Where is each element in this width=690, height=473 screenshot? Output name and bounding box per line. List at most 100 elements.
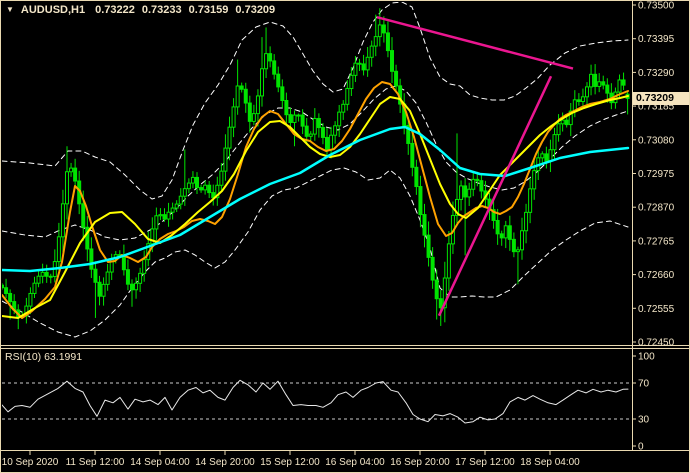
candle	[418, 175, 423, 228]
candle	[511, 232, 516, 258]
candle	[142, 250, 147, 282]
candle	[552, 127, 557, 160]
candle	[243, 82, 248, 113]
candle	[195, 172, 199, 194]
price-axis-label: 0.72450	[638, 338, 675, 349]
candle	[576, 93, 581, 106]
price-axis-label: 0.73290	[638, 68, 675, 79]
candle	[499, 230, 504, 246]
time-axis-label: 14 Sep 04:00	[130, 457, 190, 468]
candle	[430, 247, 435, 289]
rsi-axis[interactable]: 100 70 30 0	[632, 352, 655, 453]
time-axis-label: 18 Sep 04:00	[520, 457, 580, 468]
candles-layer	[2, 8, 630, 330]
candle	[442, 261, 447, 323]
candle	[341, 100, 346, 120]
candle	[361, 54, 366, 76]
candle	[621, 72, 626, 90]
candle	[227, 116, 232, 161]
rsi-axis-label: 30	[638, 415, 650, 426]
candle	[308, 131, 313, 142]
trendlines-layer[interactable]	[376, 15, 574, 317]
candle	[36, 269, 41, 288]
candle	[199, 184, 204, 193]
candle	[130, 279, 134, 307]
price-axis-label: 0.72765	[638, 236, 675, 247]
candle	[333, 121, 338, 144]
candle	[316, 113, 321, 138]
candle	[353, 55, 358, 82]
candle	[296, 113, 301, 122]
candle	[73, 158, 78, 187]
candle	[300, 109, 305, 135]
candle	[593, 64, 598, 95]
candle	[589, 64, 594, 96]
ohlc-high-value: 0.73233	[141, 4, 182, 16]
candle	[211, 184, 216, 206]
candle	[568, 102, 573, 137]
candle	[93, 261, 98, 318]
candle	[251, 104, 256, 126]
candle	[601, 75, 606, 90]
ma-mid-yellow	[2, 95, 629, 319]
candle	[292, 110, 297, 147]
candle	[247, 95, 252, 133]
candle	[272, 54, 277, 80]
candle	[174, 200, 179, 213]
candle	[394, 64, 399, 93]
bollinger-upper	[2, 2, 629, 200]
candle	[422, 203, 427, 248]
price-axis[interactable]: 0.73500 0.73395 0.73290 0.73185 0.73080 0.729…	[632, 1, 675, 349]
candle	[556, 114, 561, 142]
candle	[182, 149, 187, 206]
candle	[426, 221, 431, 267]
candle	[434, 269, 439, 320]
time-axis-label: 17 Sep 12:00	[455, 457, 515, 468]
bollinger-middle	[2, 85, 629, 241]
candle	[410, 129, 415, 177]
descending-trendline[interactable]	[376, 15, 574, 70]
price-axis-label: 0.72660	[638, 270, 675, 281]
candle	[515, 246, 520, 285]
candle	[219, 163, 224, 192]
candle	[625, 90, 630, 115]
candle	[170, 202, 175, 220]
candle	[345, 80, 350, 111]
candle	[369, 40, 374, 67]
symbol-dropdown-icon[interactable]: ▼	[6, 4, 14, 14]
candle	[178, 188, 183, 210]
ohlc-close-value: 0.73209	[235, 4, 276, 16]
candle	[580, 88, 585, 107]
time-axis-label: 14 Sep 20:00	[195, 457, 255, 468]
candle	[467, 182, 472, 206]
candle	[235, 59, 240, 115]
candle	[264, 27, 269, 79]
ascending-trendline[interactable]	[437, 75, 553, 317]
candle	[564, 116, 569, 128]
candle	[134, 277, 139, 299]
candle	[190, 171, 195, 189]
ma-fast-orange	[2, 81, 629, 319]
candle	[32, 276, 37, 299]
current-price-tag: 0.73209	[633, 92, 689, 105]
price-axis-label: 0.73080	[638, 135, 675, 146]
candle	[503, 220, 508, 249]
candle	[69, 162, 74, 177]
candle	[479, 173, 484, 199]
candle	[56, 222, 61, 271]
candle	[166, 202, 171, 227]
chart-title: ▼ AUDUSD,H1 0.73222 0.73233 0.73159 0.73…	[6, 4, 282, 16]
candle	[125, 259, 130, 291]
moving-averages-layer	[2, 81, 630, 319]
candle	[121, 244, 126, 276]
rsi-indicator-label[interactable]: RSI(10) 63.1991	[5, 351, 83, 363]
candle	[260, 37, 264, 107]
candle	[276, 66, 281, 93]
candle	[312, 108, 317, 141]
time-axis-label: 16 Sep 20:00	[390, 457, 450, 468]
candle	[101, 277, 106, 306]
time-axis[interactable]: 10 Sep 2020 11 Sep 12:00 14 Sep 04:00 14 Se…	[2, 451, 581, 468]
